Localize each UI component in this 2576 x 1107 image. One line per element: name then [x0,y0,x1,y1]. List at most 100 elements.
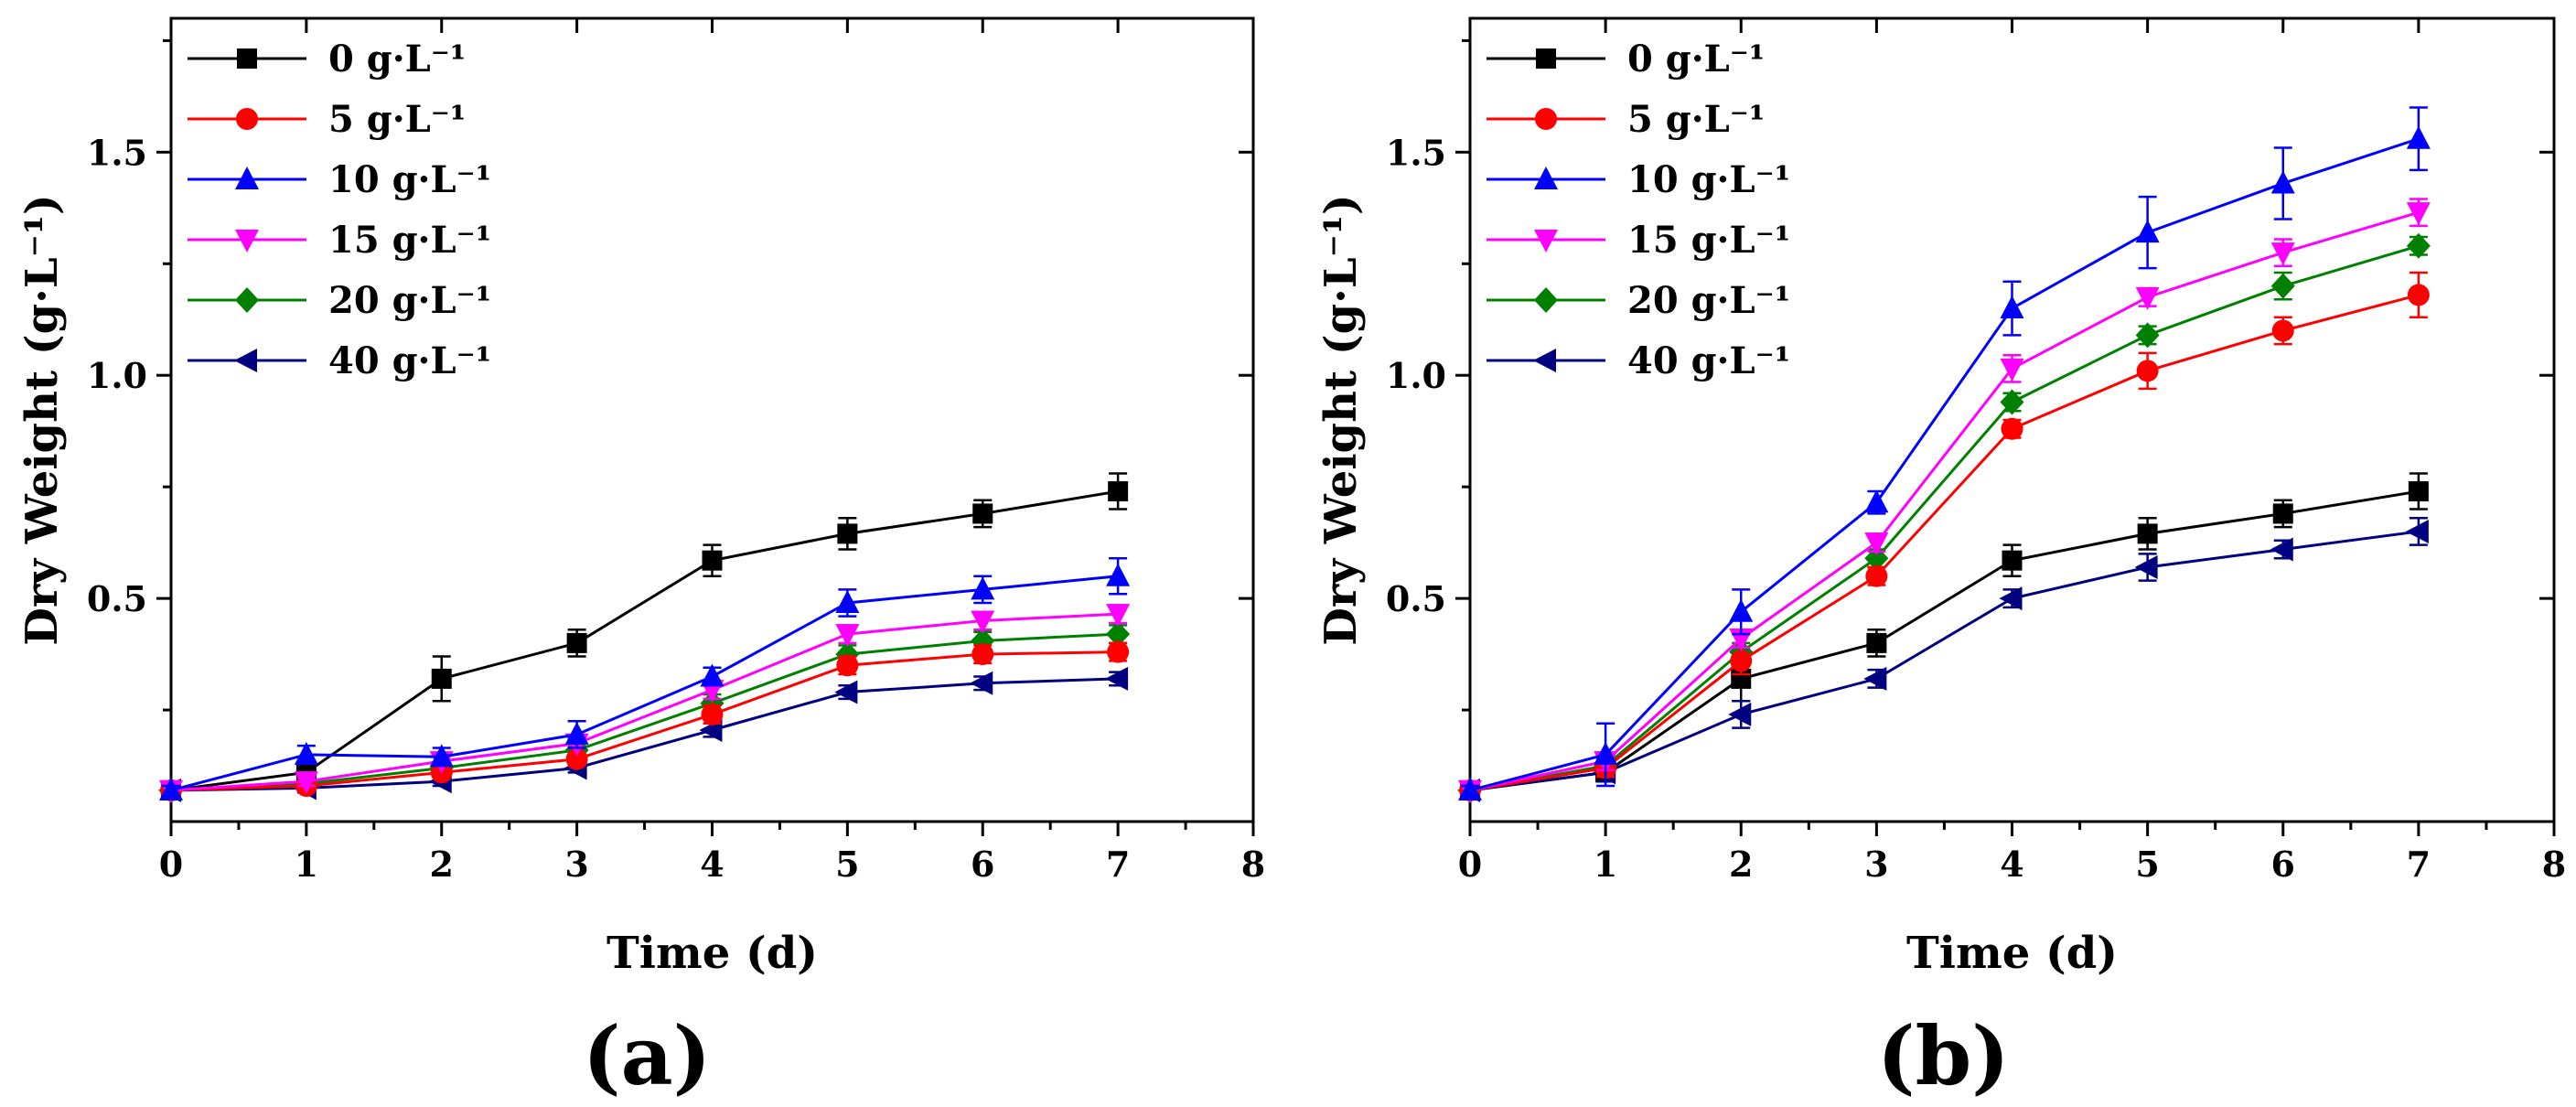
y-axis-label: Dry Weight (g·L⁻¹) [1315,194,1367,645]
legend-marker [236,108,258,130]
series-line [170,632,1119,792]
data-point [294,771,318,795]
series-line [170,489,1119,792]
y-tick-label: 1.5 [87,132,147,173]
legend-label: 20 g·L⁻¹ [328,279,491,322]
legend-marker [1534,230,1558,253]
data-point [1106,563,1131,586]
chart-panel-b: 0 1 2 3 4 5 6 7 8 0.5 1.0 1.5 Time (d) Dry Weight (g·… [1315,16,2566,979]
y-tick-label: 1.0 [1386,355,1446,396]
legend-marker [1536,48,1556,69]
legend-label: 0 g·L⁻¹ [1627,38,1765,81]
data-point [2408,481,2429,502]
x-tick-label: 0 [159,844,183,885]
x-tick-label: 3 [1864,844,1888,885]
data-point [837,523,858,544]
x-tick-label: 2 [430,844,454,885]
series-line [1469,137,2420,792]
x-tick-label: 5 [835,844,859,885]
data-point [701,703,724,725]
data-point [2001,417,2023,440]
x-tick-label: 8 [1241,844,1265,885]
series-1 [1459,271,2430,801]
data-point [2270,242,2295,266]
data-point [1864,489,1889,513]
x-tick-label: 3 [564,844,588,885]
data-point [2135,286,2160,310]
legend-label: 40 g·L⁻¹ [1627,339,1790,382]
legend-label: 5 g·L⁻¹ [328,98,466,141]
data-point [2000,296,2024,319]
data-point [2000,389,2024,415]
y-tick-label: 1.0 [87,355,147,396]
x-tick-label: 6 [971,844,994,885]
data-point [2137,523,2158,544]
series-2 [1458,106,2431,801]
legend-marker [235,230,259,253]
data-point [2134,554,2158,579]
data-point [835,624,860,648]
x-tick-label: 4 [2000,844,2023,885]
x-axis-label: Time (d) [1906,928,2118,979]
series-line [1469,489,2420,792]
panel-label-b: (b) [1877,1008,2010,1103]
series-line [170,612,1119,792]
data-point [1865,564,1888,587]
data-point [2407,284,2430,306]
x-tick-label: 6 [2271,844,2295,885]
legend-marker [1535,108,1557,130]
data-point [1728,702,1752,726]
legend-marker [235,167,259,189]
data-point [971,576,995,600]
legend-marker [1534,167,1558,189]
series-line [1469,244,2420,792]
x-tick-label: 7 [1106,844,1130,885]
x-tick-label: 7 [2407,844,2431,885]
legend-marker [235,287,259,313]
data-point [972,503,993,524]
data-point [2002,550,2023,571]
panel-label-a: (a) [583,1008,712,1103]
legend-marker [1534,287,1558,313]
legend-marker [237,48,257,69]
x-tick-label: 8 [2542,844,2566,885]
data-point [702,550,723,571]
data-point [2270,170,2295,194]
data-point [1999,586,2023,611]
legend-label: 0 g·L⁻¹ [328,38,466,81]
legend-label: 20 g·L⁻¹ [1627,279,1790,322]
legend-label: 15 g·L⁻¹ [1627,219,1790,262]
data-point [2000,358,2024,382]
data-point [1866,632,1887,653]
data-point [2135,322,2160,349]
legend-label: 5 g·L⁻¹ [1627,98,1765,141]
series-line [170,650,1119,792]
series-line [170,575,1119,792]
data-point [834,680,858,704]
series-line [1469,293,2420,792]
chart-panel-a: 0 1 2 3 4 5 6 7 8 0.5 1.0 1.5 Time (d) Dry Weight (g·… [16,16,1265,979]
data-point [2406,202,2431,226]
data-point [159,777,183,801]
data-point [2272,503,2293,524]
legend-label: 40 g·L⁻¹ [328,339,491,382]
data-point [1106,621,1131,648]
data-point [564,721,589,745]
data-point [1108,481,1129,502]
data-point [836,654,859,677]
y-tick-label: 1.5 [1386,132,1446,173]
legend-marker [234,349,257,372]
data-point [294,741,318,765]
series-line [1469,530,2420,792]
legend-label: 10 g·L⁻¹ [328,158,491,201]
data-point [971,610,995,634]
legend-marker [1533,349,1556,372]
legend-label: 10 g·L⁻¹ [1627,158,1790,201]
data-point [2271,319,2294,342]
legend: 0 g·L⁻¹ 5 g·L⁻¹ 10 g·L⁻¹ 15 g·L⁻¹ 20 g·L⁻¹ 40… [188,38,491,382]
y-tick-label: 0.5 [87,578,147,619]
x-tick-label: 5 [2135,844,2159,885]
data-point [1106,604,1131,628]
data-point [835,589,860,613]
